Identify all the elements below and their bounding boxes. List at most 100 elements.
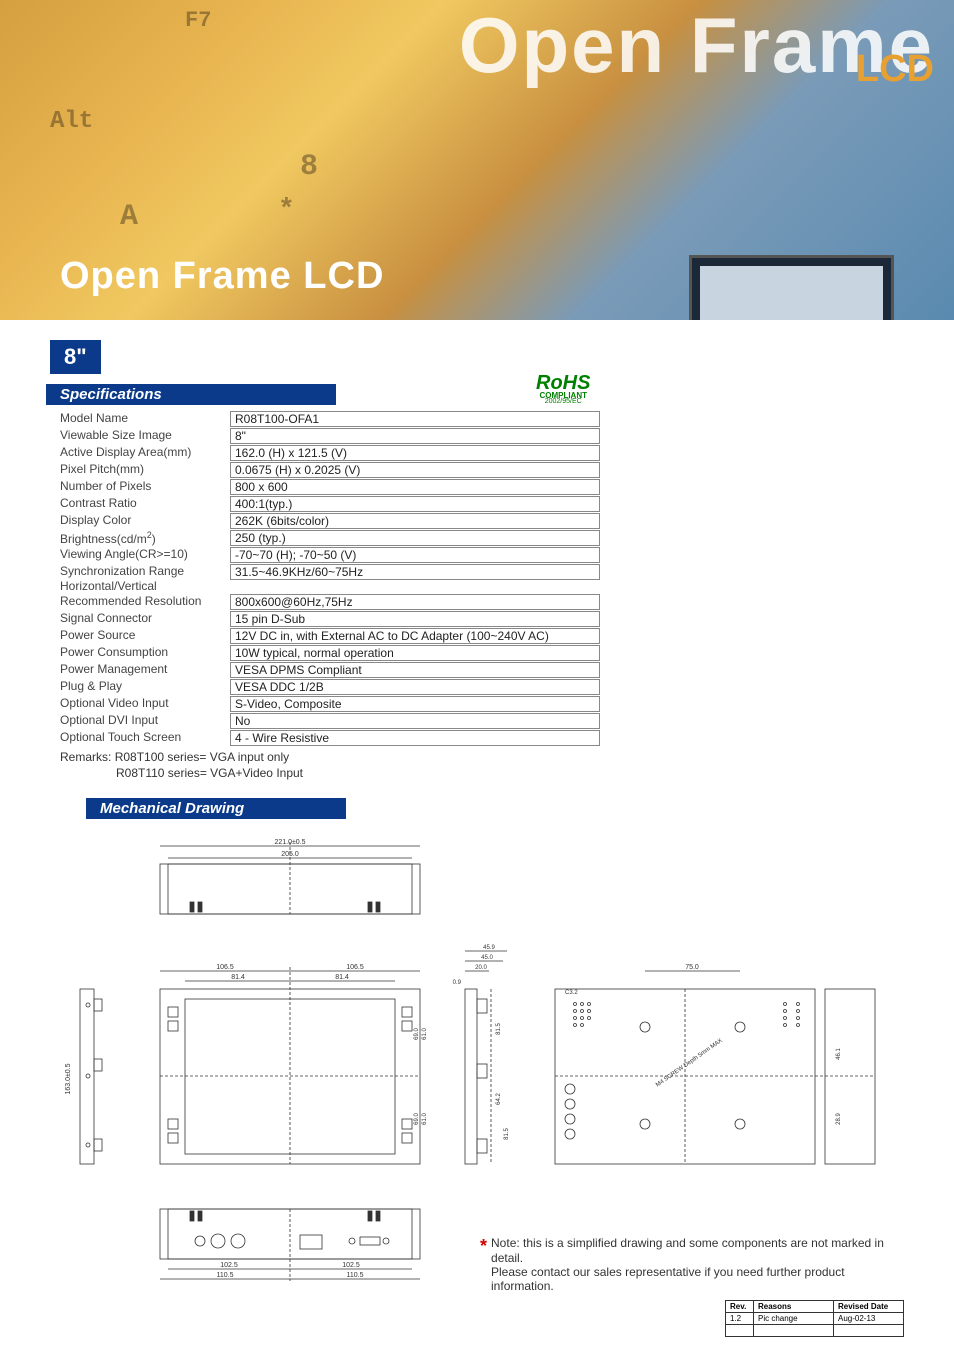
- mech-section: Mechanical Drawing 221.0±0.5 205.0: [50, 798, 904, 1337]
- spec-label: Power Source: [50, 628, 230, 644]
- spec-row: Synchronization Range Horizontal/Vertica…: [50, 564, 600, 593]
- hero-banner: F7 Alt A 8 * Open Frame LCD Open Frame L…: [0, 0, 954, 320]
- spec-label: Display Color: [50, 513, 230, 529]
- spec-value: 800 x 600: [230, 479, 600, 495]
- dim-sh1: 81.5: [496, 1023, 502, 1035]
- size-badge: 8": [50, 340, 101, 374]
- drawings-container: 221.0±0.5 205.0 163.0±0.5: [50, 829, 904, 1309]
- spec-value: 250 (typ.): [230, 530, 600, 546]
- drawing-front: 106.5 81.4 106.5 81.4 61.0 69.0 61.0 69.…: [150, 959, 430, 1179]
- spec-row: Recommended Resolution800x600@60Hz,75Hz: [50, 594, 600, 610]
- spec-row: Optional Video InputS-Video, Composite: [50, 696, 600, 712]
- dim-sb-gap: 0.9: [453, 980, 462, 986]
- rohs-badge: RoHS COMPLIANT 2002/95/EC: [536, 374, 590, 405]
- dim-bot-half1: 102.5: [220, 1262, 238, 1269]
- spec-value: 400:1(typ.): [230, 496, 600, 512]
- dim-sh3: 81.5: [504, 1128, 510, 1140]
- spec-value: 31.5~46.9KHz/60~75Hz: [230, 564, 600, 580]
- dim-screw: M4 SCREW Depth 5mm MAX: [655, 1038, 724, 1089]
- spec-row: Pixel Pitch(mm)0.0675 (H) x 0.2025 (V): [50, 462, 600, 478]
- spec-value: -70~70 (H); -70~50 (V): [230, 547, 600, 563]
- dim-front-half1: 106.5: [216, 964, 234, 971]
- spec-label: Optional DVI Input: [50, 713, 230, 729]
- dim-side-seg1: 61.0: [422, 1028, 428, 1040]
- rev-td: Aug-02-13: [834, 1312, 904, 1324]
- dim-front-half2: 106.5: [346, 964, 364, 971]
- drawing-back: 75.0 M4 SCREW Depth 5mm MAX C3.2 46.1 28…: [540, 959, 880, 1179]
- dim-side-h: 163.0±0.5: [65, 1064, 72, 1095]
- hero-key: *: [278, 195, 295, 226]
- spec-label: Pixel Pitch(mm): [50, 462, 230, 478]
- dim-c32: C3.2: [565, 990, 578, 996]
- spec-value: 0.0675 (H) x 0.2025 (V): [230, 462, 600, 478]
- rohs-sub2: 2002/95/EC: [536, 399, 590, 405]
- dim-front-inner1: 81.4: [231, 974, 245, 981]
- mech-section-title: Mechanical Drawing: [86, 798, 346, 819]
- spec-value: 15 pin D-Sub: [230, 611, 600, 627]
- drawing-top: 221.0±0.5 205.0: [150, 834, 430, 924]
- spec-label: Recommended Resolution: [50, 594, 230, 610]
- spec-label: Active Display Area(mm): [50, 445, 230, 461]
- spec-label: Plug & Play: [50, 679, 230, 695]
- spec-row: Power Source12V DC in, with External AC …: [50, 628, 600, 644]
- spec-value: VESA DPMS Compliant: [230, 662, 600, 678]
- spec-label: Contrast Ratio: [50, 496, 230, 512]
- spec-row: Signal Connector15 pin D-Sub: [50, 611, 600, 627]
- spec-row: Power ManagementVESA DPMS Compliant: [50, 662, 600, 678]
- dim-bot-half2: 102.5: [342, 1262, 360, 1269]
- remarks-line2: R08T110 series= VGA+Video Input: [60, 766, 904, 780]
- rohs-main: RoHS: [536, 374, 590, 392]
- spec-row: Power Consumption10W typical, normal ope…: [50, 645, 600, 661]
- spec-value: VESA DDC 1/2B: [230, 679, 600, 695]
- hero-key: 8: [300, 150, 318, 184]
- drawing-bottom: 102.5 102.5 110.5 110.5: [150, 1199, 430, 1289]
- rev-td: [726, 1324, 754, 1336]
- spec-label: Optional Touch Screen: [50, 730, 230, 746]
- product-thumbnail: [689, 255, 894, 320]
- drawing-side-bracket: 45.9 45.0 20.0 0.9 81.5 64.2 81.5: [445, 939, 535, 1179]
- spec-label: Synchronization Range Horizontal/Vertica…: [50, 564, 230, 593]
- spec-row: Model NameR08T100-OFA1: [50, 411, 600, 427]
- spec-label: Model Name: [50, 411, 230, 427]
- spec-row: Number of Pixels800 x 600: [50, 479, 600, 495]
- product-title: Open Frame LCD: [60, 255, 384, 298]
- spec-label: Brightness(cd/m2): [50, 530, 230, 546]
- spec-value: S-Video, Composite: [230, 696, 600, 712]
- dim-top-inner: 205.0: [281, 851, 299, 858]
- hero-subtitle: LCD: [856, 48, 934, 91]
- dim-side-seg1b: 61.0: [422, 1113, 428, 1125]
- remarks-prefix: Remarks:: [60, 750, 111, 764]
- dim-bh1: 46.1: [836, 1048, 842, 1060]
- content-area: 8" Specifications RoHS COMPLIANT 2002/95…: [0, 320, 954, 1367]
- spec-row: Viewing Angle(CR>=10)-70~70 (H); -70~50 …: [50, 547, 600, 563]
- spec-value: R08T100-OFA1: [230, 411, 600, 427]
- spec-row: Contrast Ratio400:1(typ.): [50, 496, 600, 512]
- hero-key: A: [120, 200, 138, 234]
- dim-vesa: 75.0: [685, 964, 699, 971]
- spec-row: Viewable Size Image8": [50, 428, 600, 444]
- hero-key: Alt: [50, 108, 93, 135]
- spec-label: Signal Connector: [50, 611, 230, 627]
- spec-value: No: [230, 713, 600, 729]
- dim-top-outer: 221.0±0.5: [274, 839, 305, 846]
- spec-value: 262K (6bits/color): [230, 513, 600, 529]
- spec-row: Plug & PlayVESA DDC 1/2B: [50, 679, 600, 695]
- remarks-line1: R08T100 series= VGA input only: [115, 750, 289, 764]
- specs-header-row: Specifications RoHS COMPLIANT 2002/95/EC: [50, 374, 904, 405]
- spec-row: Brightness(cd/m2)250 (typ.): [50, 530, 600, 546]
- spec-label: Power Management: [50, 662, 230, 678]
- spec-value: 12V DC in, with External AC to DC Adapte…: [230, 628, 600, 644]
- spec-table: Model NameR08T100-OFA1Viewable Size Imag…: [50, 411, 600, 746]
- dim-bh2: 28.9: [836, 1113, 842, 1125]
- rev-td: Pic change: [754, 1312, 834, 1324]
- spec-label: Number of Pixels: [50, 479, 230, 495]
- specs-section-title: Specifications: [46, 384, 336, 405]
- dim-front-inner2: 81.4: [335, 974, 349, 981]
- dim-bot-outer1: 110.5: [217, 1272, 234, 1279]
- dim-sh2: 64.2: [496, 1093, 502, 1105]
- dim-side-seg2b: 69.0: [414, 1113, 420, 1125]
- spec-value: 8": [230, 428, 600, 444]
- spec-label: Power Consumption: [50, 645, 230, 661]
- spec-label: Viewable Size Image: [50, 428, 230, 444]
- rev-td: [754, 1324, 834, 1336]
